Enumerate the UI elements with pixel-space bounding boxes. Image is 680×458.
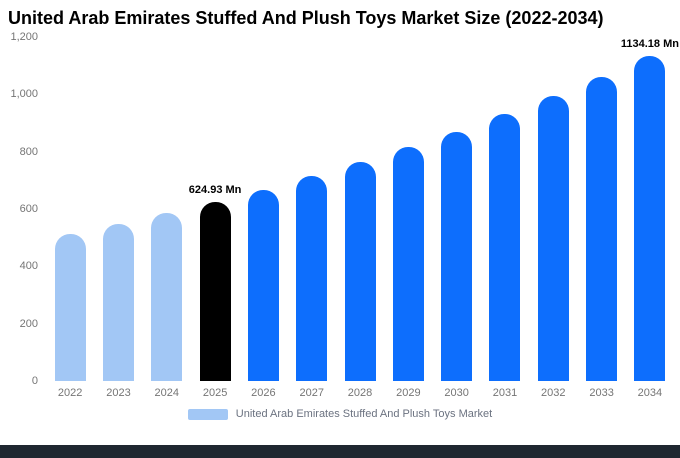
x-tick-label-2031: 2031 [492, 387, 518, 399]
x-tick-label-2022: 2022 [57, 387, 83, 399]
bar-2033 [586, 76, 618, 381]
y-tick-label-400: 400 [19, 260, 38, 273]
bar-column-2033 [577, 37, 625, 381]
bar-column-2028 [336, 37, 384, 381]
y-tick-label-0: 0 [31, 375, 38, 387]
bar-column-2025: 624.93 Mn [188, 37, 242, 381]
bar-column-2032 [529, 37, 577, 381]
bar-2022 [54, 234, 86, 381]
bar-2029 [392, 147, 424, 381]
chart: 0 200 400 600 800 1,000 1,200 624.93 Mn 1134.18… [10, 31, 679, 387]
x-tick-label-2033: 2033 [589, 387, 614, 399]
x-tick-label-2027: 2027 [299, 387, 324, 399]
bar-value-label-2025: 624.93 Mn [188, 183, 242, 196]
page-title: United Arab Emirates Stuffed And Plush T… [8, 8, 604, 28]
bar-column-2034: 1134.18 Mn [621, 37, 679, 381]
y-axis: 0 200 400 600 800 1,000 1,200 [0, 31, 40, 387]
x-tick-label-2025: 2025 [202, 387, 228, 399]
x-tick-label-2032: 2032 [541, 387, 566, 399]
x-tick-label-2028: 2028 [347, 387, 373, 399]
bar-column-2026 [239, 37, 287, 381]
bar-column-2022 [46, 37, 94, 381]
bar-column-2031 [481, 37, 529, 381]
legend-item[interactable]: United Arab Emirates Stuffed And Plush T… [187, 408, 493, 420]
bar-2034 [634, 55, 666, 381]
footer-strip [0, 445, 680, 458]
bar-2026 [247, 189, 279, 381]
bar-value-label-2034: 1134.18 Mn [620, 37, 679, 50]
legend-label: United Arab Emirates Stuffed And Plush T… [235, 408, 493, 420]
bar-2024 [151, 213, 183, 381]
bar-2023 [102, 224, 134, 381]
y-tick-label-800: 800 [19, 145, 38, 158]
bar-2027 [296, 176, 328, 381]
bar-column-2027 [288, 37, 336, 381]
y-tick-label-1200: 1,200 [10, 31, 38, 43]
legend: United Arab Emirates Stuffed And Plush T… [0, 408, 680, 420]
bar-2031 [489, 114, 521, 381]
x-tick-label-2029: 2029 [396, 387, 421, 399]
bar-2025 [199, 201, 231, 381]
bar-column-2030 [433, 37, 481, 381]
y-tick-label-600: 600 [19, 203, 38, 215]
bar-2032 [537, 96, 569, 381]
legend-swatch [187, 408, 228, 420]
bar-column-2024 [143, 37, 191, 381]
y-tick-label-1000: 1,000 [10, 88, 38, 101]
x-tick-label-2023: 2023 [106, 387, 131, 399]
bar-column-2029 [384, 37, 432, 381]
x-tick-label-2026: 2026 [251, 387, 276, 399]
x-tick-label-2024: 2024 [154, 387, 180, 399]
bar-2030 [441, 131, 473, 381]
x-tick-label-2034: 2034 [637, 387, 663, 399]
bar-column-2023 [94, 37, 142, 381]
x-axis-labels: 2022 2023 2024 2025 2026 2027 2028 2029 2030 2031… [46, 381, 674, 399]
bar-2028 [344, 162, 376, 381]
x-tick-label-2030: 2030 [444, 387, 469, 399]
y-tick-label-200: 200 [19, 317, 38, 330]
